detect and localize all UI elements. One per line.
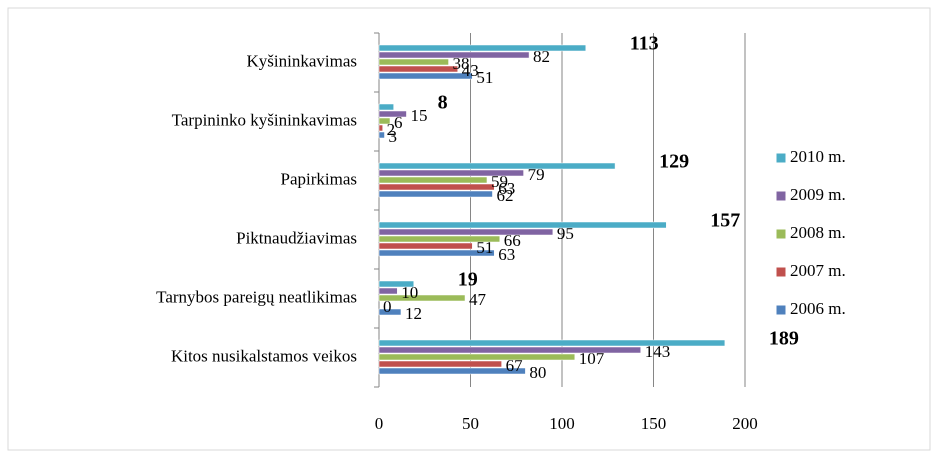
y-tick-label: Tarnybos pareigų neatlikimas	[156, 287, 357, 306]
bar	[378, 124, 383, 132]
data-label: 6	[394, 113, 403, 132]
legend-swatch	[775, 266, 787, 278]
bar	[378, 242, 473, 250]
data-label: 12	[405, 304, 422, 323]
legend-label: 2008 m.	[790, 223, 846, 242]
data-label: 10	[401, 283, 418, 302]
x-tick-label: 50	[462, 414, 479, 433]
bar	[378, 346, 641, 354]
x-tick-label: 100	[549, 414, 575, 433]
legend-swatch	[775, 304, 787, 316]
data-label: 67	[506, 356, 524, 375]
y-tick-label: Piktnaudžiavimas	[236, 228, 357, 247]
legend-label: 2010 m.	[790, 147, 846, 166]
data-label: 82	[533, 47, 550, 66]
data-label: 62	[496, 186, 513, 205]
x-tick-label: 150	[641, 414, 667, 433]
data-label: 19	[458, 269, 478, 291]
bar	[378, 367, 526, 375]
bar	[378, 339, 726, 347]
data-label: 63	[498, 179, 515, 198]
x-tick-label: 0	[375, 414, 384, 433]
bar	[378, 360, 502, 368]
x-tick-label: 200	[732, 414, 758, 433]
bar	[378, 51, 530, 59]
bar	[378, 110, 407, 118]
y-tick-label: Kyšininkavimas	[247, 51, 358, 70]
data-label: 43	[462, 61, 479, 80]
y-tick-label: Kitos nusikalstamos veikos	[171, 346, 357, 365]
data-label: 79	[528, 165, 545, 184]
bar	[378, 249, 495, 257]
data-label: 66	[504, 231, 521, 250]
bar	[378, 72, 473, 80]
data-label: 2	[387, 120, 396, 139]
bar	[378, 294, 466, 302]
data-label: 107	[579, 349, 605, 368]
bar	[378, 235, 501, 243]
legend-swatch	[775, 228, 787, 240]
bar	[378, 183, 495, 191]
bar	[378, 117, 391, 125]
data-label: 95	[557, 224, 574, 243]
bar	[378, 228, 554, 236]
bar	[378, 287, 398, 295]
data-label: 38	[453, 54, 470, 73]
bar	[378, 353, 576, 361]
legend-label: 2007 m.	[790, 261, 846, 280]
bar	[378, 103, 394, 111]
legend-swatch	[775, 152, 787, 164]
data-label: 51	[476, 68, 493, 87]
data-label: 113	[630, 33, 659, 55]
bar	[378, 162, 616, 170]
data-label: 59	[491, 172, 508, 191]
bar	[378, 44, 587, 52]
data-label: 8	[438, 92, 448, 114]
data-label: 143	[645, 342, 671, 361]
legend-label: 2009 m.	[790, 185, 846, 204]
bar	[378, 58, 449, 66]
bar	[378, 65, 458, 73]
y-tick-label: Tarpininko kyšininkavimas	[172, 110, 357, 129]
data-label: 189	[769, 328, 799, 350]
data-label: 80	[529, 363, 546, 382]
bar	[378, 308, 402, 316]
data-label: 63	[498, 245, 515, 264]
legend-swatch	[775, 190, 787, 202]
data-label: 0	[383, 297, 392, 316]
data-label: 15	[410, 106, 427, 125]
bar	[378, 169, 524, 177]
bar	[378, 190, 493, 198]
y-tick-label: Papirkimas	[281, 169, 358, 188]
data-label: 47	[469, 290, 487, 309]
bar	[378, 131, 385, 139]
data-label: 129	[659, 151, 689, 173]
bar	[378, 221, 667, 229]
data-label: 157	[710, 210, 740, 232]
legend-label: 2006 m.	[790, 299, 846, 318]
data-label: 3	[388, 127, 397, 146]
data-label: 51	[476, 238, 493, 257]
bar	[378, 280, 415, 288]
bar	[378, 176, 488, 184]
